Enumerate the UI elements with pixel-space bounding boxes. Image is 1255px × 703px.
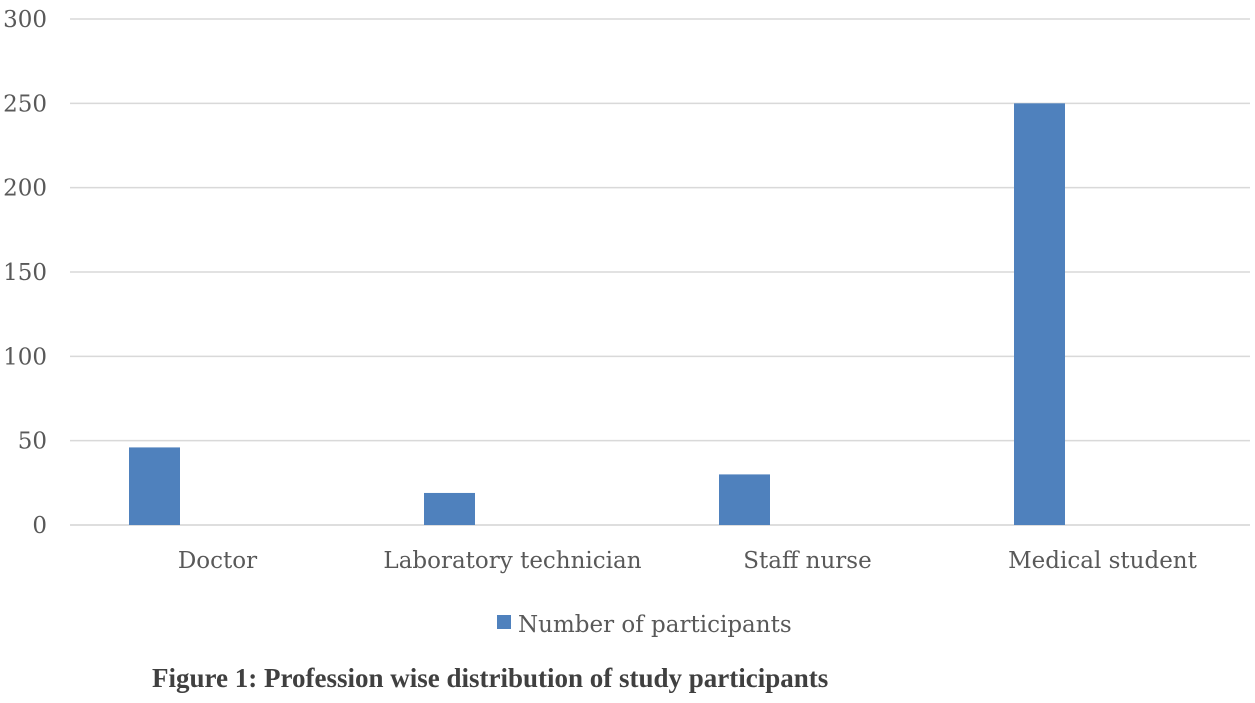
legend-swatch (497, 615, 511, 629)
y-axis-ticks: 0 50 100 150 200 250 300 (3, 7, 47, 539)
y-tick-label: 250 (3, 91, 47, 117)
legend: Number of participants (497, 612, 792, 638)
bar-doctor (129, 447, 180, 525)
y-tick-label: 50 (18, 429, 47, 455)
figure-caption: Figure 1: Profession wise distribution o… (152, 663, 828, 693)
bars (129, 103, 1065, 525)
bar-laboratory-technician (424, 492, 475, 525)
y-tick-label: 0 (32, 513, 47, 539)
x-category-label: Medical student (1008, 548, 1198, 574)
x-axis-labels: Doctor Laboratory technician Staff nurse Me… (178, 548, 1198, 574)
y-tick-label: 100 (3, 344, 47, 370)
y-tick-label: 200 (3, 176, 47, 202)
bar-staff-nurse (719, 474, 770, 525)
bar-medical-student (1014, 103, 1065, 525)
gridlines (70, 18, 1250, 526)
y-tick-label: 300 (3, 7, 47, 33)
y-tick-label: 150 (3, 260, 47, 286)
x-category-label: Doctor (178, 548, 257, 574)
x-category-label: Staff nurse (743, 548, 871, 574)
legend-label: Number of participants (518, 612, 792, 638)
x-category-label: Laboratory technician (383, 548, 641, 574)
